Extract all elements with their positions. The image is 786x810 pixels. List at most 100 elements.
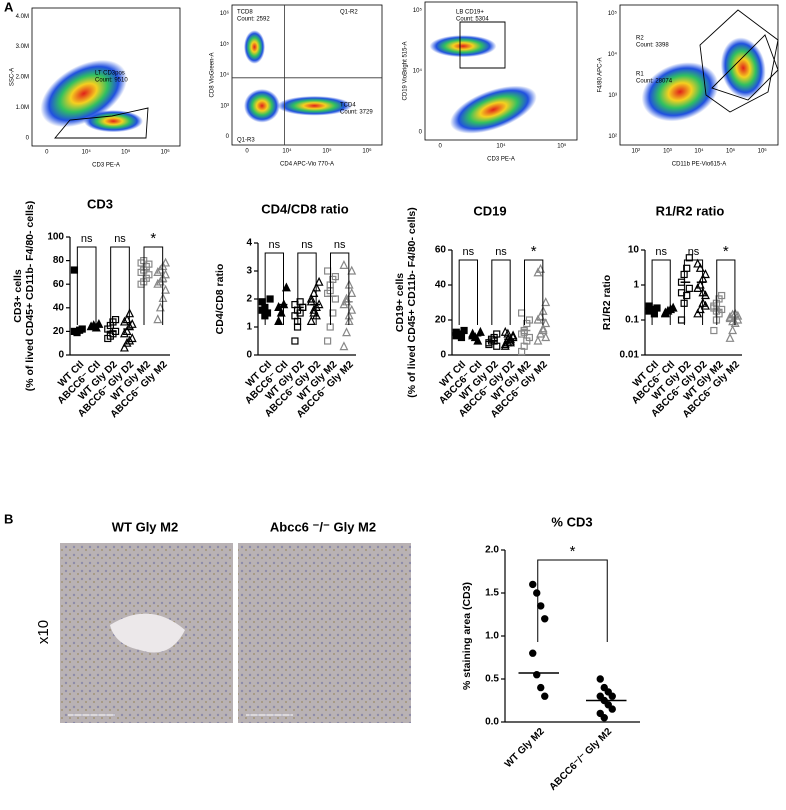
flow-x-tick: 0 <box>245 149 249 155</box>
data-point <box>608 705 616 713</box>
flow-y-tick: 0 <box>419 129 423 135</box>
data-point <box>347 288 357 297</box>
significance-label: * <box>150 230 156 247</box>
data-point <box>274 302 284 311</box>
significance-label: ns <box>688 246 700 258</box>
data-point <box>653 304 661 312</box>
flow-y-tick: 10⁴ <box>413 68 423 75</box>
data-point <box>525 333 534 342</box>
data-point <box>695 279 705 289</box>
data-point <box>541 692 549 700</box>
flow-y-tick: 4.0M <box>16 14 29 20</box>
significance-label: ns <box>463 246 475 258</box>
flow-x-tick: 10⁴ <box>496 143 506 150</box>
significance-bracket <box>491 259 511 325</box>
data-point <box>119 316 129 326</box>
data-point <box>281 282 291 292</box>
flow-x-tick: 10⁴ <box>694 148 704 155</box>
chart-title: R1/R2 ratio <box>656 203 725 218</box>
flow-y-tick: 10⁶ <box>220 10 230 17</box>
flow-x-label: CD11b PE-Vio615-A <box>672 162 726 168</box>
data-point <box>541 318 551 328</box>
gate-count: Count: 28074 <box>636 79 673 85</box>
flow-x-tick: 10⁶ <box>161 149 171 156</box>
y-tick-label: 4 <box>246 238 252 249</box>
flow-y-label: F4/80 APC-A <box>598 57 604 92</box>
flow-x-tick: 10⁶ <box>362 148 372 155</box>
gate <box>54 107 149 139</box>
significance-bracket <box>143 246 164 325</box>
density-cloud <box>429 35 497 58</box>
data-point <box>161 269 171 279</box>
data-point <box>538 325 548 335</box>
data-point <box>660 307 670 317</box>
y-tick-label: 20 <box>435 315 447 326</box>
data-point <box>685 284 693 292</box>
data-point <box>533 335 543 345</box>
data-point <box>274 316 284 325</box>
panel-label: A <box>4 0 14 14</box>
flow-y-tick: 10⁴ <box>220 72 230 79</box>
y-tick-label: 0.1 <box>625 315 639 326</box>
y-tick-label: 1.0 <box>485 631 499 642</box>
flow-x-tick: 10⁴ <box>282 148 292 155</box>
flow-x-label: CD3 PE-A <box>487 157 515 163</box>
data-point <box>529 580 537 589</box>
significance-bracket <box>330 252 350 325</box>
flow-x-tick: 10² <box>631 149 640 155</box>
data-point <box>645 302 653 310</box>
flow-y-tick: 10⁵ <box>608 10 618 17</box>
data-point <box>596 675 604 683</box>
data-point <box>525 316 534 324</box>
flow-y-tick: 0 <box>26 135 30 141</box>
y-tick-label: 60 <box>53 279 65 290</box>
x-tick-label: ABCC6⁻/⁻ Gly M2 <box>548 726 615 793</box>
flow-y-label: CD8 VioGreen-A <box>210 53 216 98</box>
data-point <box>127 318 137 328</box>
data-point <box>608 692 616 700</box>
flow-y-tick: 10² <box>608 134 617 140</box>
flow-y-tick: 2.0M <box>16 75 29 81</box>
y-tick-label: 80 <box>53 255 65 266</box>
data-point <box>493 330 501 338</box>
data-point <box>153 314 163 324</box>
data-point <box>517 309 526 317</box>
data-point <box>452 332 460 340</box>
vessel <box>110 613 185 653</box>
significance-bracket <box>683 259 704 325</box>
data-point <box>508 332 518 342</box>
density-cloud <box>40 59 128 128</box>
data-point <box>541 297 551 307</box>
data-point <box>306 316 316 325</box>
magnification: x10 <box>35 620 52 644</box>
chart-title: CD3 <box>87 196 113 211</box>
flow-x-label: CD4 APC-Vio 770-A <box>280 162 334 168</box>
significance-label: ns <box>655 246 667 258</box>
gate-name: TCD4 <box>340 103 356 109</box>
data-point <box>693 308 703 318</box>
y-tick-label: 1 <box>633 280 639 291</box>
gate-count: Count: 2592 <box>237 17 270 23</box>
data-point <box>728 325 738 335</box>
data-point <box>324 337 332 345</box>
chart-title: CD4/CD8 ratio <box>261 201 348 216</box>
significance-label: ns <box>114 233 126 245</box>
y-axis-label: % staining area (CD3) <box>461 582 473 690</box>
data-point <box>122 337 132 347</box>
data-point <box>538 323 548 333</box>
flow-x-tick: 10⁵ <box>557 143 567 150</box>
y-tick-label: 0.0 <box>485 717 499 728</box>
data-point <box>339 299 349 309</box>
flow-x-tick: 10⁵ <box>322 148 332 155</box>
significance-bracket <box>458 259 478 325</box>
significance-label: ns <box>495 246 507 258</box>
density-cloud <box>720 37 766 99</box>
data-point <box>329 309 337 317</box>
gate-name: R2 <box>636 36 644 42</box>
data-point <box>685 254 693 262</box>
flow-x-tick: 0 <box>439 144 443 150</box>
data-point <box>725 332 735 342</box>
significance-bracket <box>264 252 284 325</box>
gate-name: TCD8 <box>237 10 253 16</box>
significance-bracket <box>76 246 97 325</box>
